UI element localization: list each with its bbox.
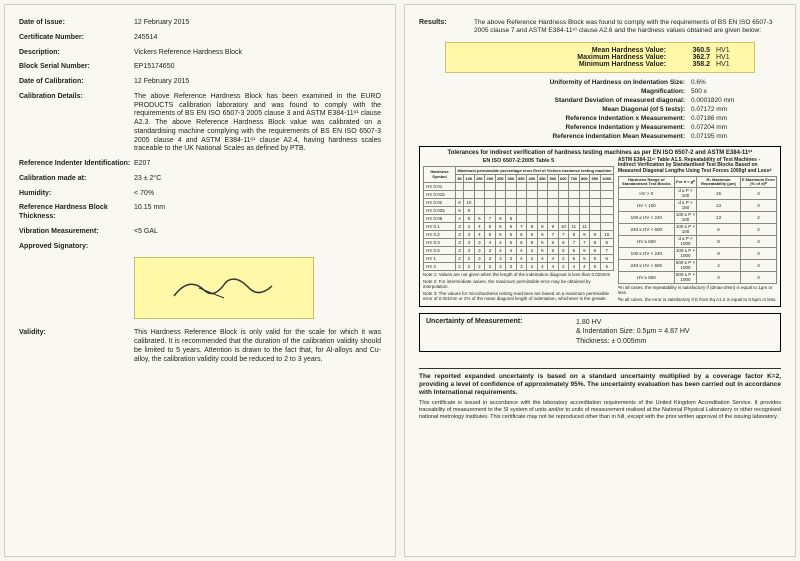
footer-small: This certificate is issued in accordance… [419,400,781,420]
mean-unit: HV1 [716,47,746,54]
min-label: Minimum Hardness Value: [454,61,666,68]
mean-val: 360.5 [672,47,710,54]
iso-note2: Note 2: For intermediate values, the max… [423,280,614,290]
astm-title: ASTM E384-11ᵉ¹ Table A1.5. Repeatability… [618,158,777,175]
astm-footB: ᴮIn all cases, the error is satisfactory… [618,298,777,303]
date-cal: 12 February 2015 [134,78,381,87]
mag: 500 x [691,88,781,95]
uom-label: Uncertainty of Measurement: [426,318,576,347]
mag-label: Magnification: [419,88,691,95]
humidity-label: Humidity: [19,190,134,199]
iso-title: EN ISO 6507-2:2005 Table 5 [423,158,614,164]
date-issue-label: Date of Issue: [19,19,134,28]
refmean: 0.07195 mm [691,133,781,140]
signature-icon [164,268,284,308]
desc-label: Description: [19,49,134,58]
max-unit: HV1 [716,54,746,61]
iso-note1: Note 1: Values are not given when the le… [423,273,614,278]
date-issue: 12 February 2015 [134,19,381,28]
footer-separator [419,368,781,369]
hardness-highlight-box: Mean Hardness Value: 360.5 HV1 Maximum Har… [445,42,755,73]
uom-line1: 1.80 HV [576,318,774,328]
max-val: 362.7 [672,54,710,61]
uom-line2: & Indentation Size: 0.5μm = 4.87 HV [576,327,774,337]
iso-col: EN ISO 6507-2:2005 Table 5 Hardness Symb… [423,158,614,303]
uom-line3: Thickness: ± 0.005mm [576,337,774,347]
mean-label: Mean Hardness Value: [454,47,666,54]
indenter: E207 [134,160,381,169]
meandiag: 0.07172 mm [691,106,781,113]
date-cal-label: Date of Calibration: [19,78,134,87]
thickness-label: Reference Hardness Block Thickness: [19,204,134,222]
iso-note3: Note 3: The values for microhardness tes… [423,292,614,302]
sd: 0.0001820 mm [691,97,781,104]
refx-label: Reference Indentation x Measurement: [419,115,691,122]
indenter-label: Reference Indenter Identification: [19,160,134,169]
results-text: The above Reference Hardness Block was f… [474,19,781,36]
refy-label: Reference Indentation y Measurement: [419,124,691,131]
refmean-label: Reference Indentation Mean Measurement: [419,133,691,140]
meandiag-label: Mean Diagonal (of 5 tests): [419,106,691,113]
serial-label: Block Serial Number: [19,63,134,72]
min-val: 358.2 [672,61,710,68]
cal-at: 23 ± 2°C [134,175,381,184]
left-page: Date of Issue:12 February 2015 Certifica… [4,4,396,557]
cal-details: The above Reference Hardness Block has b… [134,93,381,154]
refx: 0.07186 mm [691,115,781,122]
serial: EP15174650 [134,63,381,72]
results-label: Results: [419,19,474,36]
astm-footA: ᴬIn all cases, the repeatability is sati… [618,286,777,296]
validity-label: Validity: [19,329,134,364]
min-unit: HV1 [716,61,746,68]
validity: This Hardness Reference Block is only va… [134,329,381,364]
uniformity-label: Uniformity of Hardness on Indentation Si… [419,79,691,86]
sig-label: Approved Signatory: [19,243,134,252]
max-label: Maximum Hardness Value: [454,54,666,61]
uniformity: 0.6% [691,79,781,86]
cert-no: 245514 [134,34,381,43]
refy: 0.07204 mm [691,124,781,131]
humidity: < 70% [134,190,381,199]
right-page: Results:The above Reference Hardness Blo… [404,4,796,557]
tol-title: Tolerances for indirect verification of … [423,150,777,156]
desc: Vickers Reference Hardness Block [134,49,381,58]
cal-details-label: Calibration Details: [19,93,134,154]
footer-bold: The reported expanded uncertainty is bas… [419,373,781,397]
sd-label: Standard Deviation of measured diagonal: [419,97,691,104]
cal-at-label: Calibration made at: [19,175,134,184]
vib-label: Vibration Measurement: [19,228,134,237]
uom-box: Uncertainty of Measurement: 1.80 HV & In… [419,313,781,352]
thickness: 10.15 mm [134,204,381,222]
tolerance-box: Tolerances for indirect verification of … [419,146,781,307]
astm-col: ASTM E384-11ᵉ¹ Table A1.5. Repeatability… [618,158,777,303]
vib: <5 GAL [134,228,381,237]
astm-table: Hardness Range of Standardised Test Bloc… [618,176,777,283]
signature-box [134,257,314,319]
cert-no-label: Certificate Number: [19,34,134,43]
iso-table: Hardness SymbolMaximum permissible perce… [423,166,614,271]
